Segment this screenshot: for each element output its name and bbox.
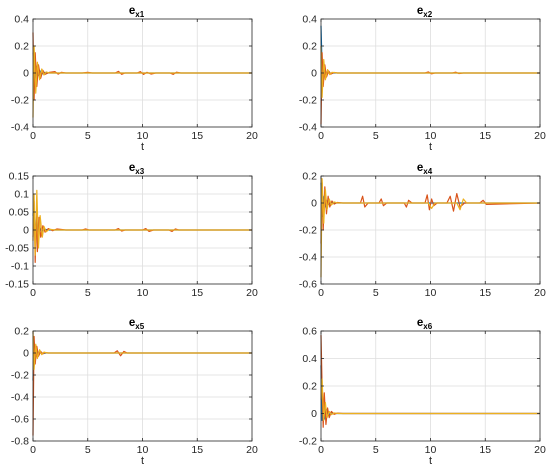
- subplot-2: 0 5 10 15 20 -0.4 -0.2 0 0.2 0.4 t ex2: [299, 5, 546, 153]
- title-subscript: x4: [423, 167, 432, 176]
- title-subscript: x5: [135, 322, 144, 331]
- subplot-3: 0 5 10 15 20 -0.15 -0.1 -0.05 0 0.05 0.1 0.15 ex3: [5, 162, 258, 299]
- subplot-title: ex3: [129, 162, 145, 176]
- y-tick-label: -0.2: [11, 95, 29, 107]
- y-tick-label: -0.6: [11, 414, 29, 426]
- y-tick-label: 0: [311, 68, 317, 80]
- y-tick-label: 0.2: [302, 41, 317, 53]
- y-tick-label: -0.4: [11, 392, 29, 404]
- y-tick-label: -0.15: [5, 279, 29, 291]
- y-tick-label: -0.2: [299, 95, 317, 107]
- y-tick-label: 0.2: [302, 381, 317, 393]
- y-tick-label: -0.2: [299, 225, 317, 237]
- x-tick-label: 10: [425, 444, 437, 456]
- subplot-4: 0 5 10 15 20 -0.6 -0.4 -0.2 0 0.2 ex4: [299, 162, 546, 299]
- subplot-title: ex2: [417, 5, 433, 19]
- x-axis-label: t: [429, 141, 432, 153]
- x-tick-label: 20: [246, 444, 258, 456]
- series-line-3: [320, 45, 540, 98]
- y-tick-label: -0.2: [299, 436, 317, 448]
- subplot-title: ex5: [129, 317, 145, 331]
- x-tick-label: 5: [373, 444, 379, 456]
- y-tick-label: -0.1: [11, 261, 29, 273]
- x-tick-label: 20: [246, 130, 258, 142]
- x-tick-label: 5: [85, 444, 91, 456]
- subplot-title: ex1: [129, 5, 145, 19]
- subplot-5: 0 5 10 15 20 -0.8 -0.6 -0.4 -0.2 0 0.2 t ex5: [11, 317, 258, 467]
- x-axis-label: t: [429, 455, 432, 467]
- y-tick-label: -0.4: [299, 122, 317, 134]
- y-tick-label: 0.2: [302, 171, 317, 183]
- x-tick-label: 10: [425, 287, 437, 299]
- x-tick-label: 0: [30, 287, 36, 299]
- y-tick-label: 0.15: [9, 171, 30, 183]
- y-tick-label: 0.2: [14, 41, 29, 53]
- title-main: e: [417, 162, 423, 174]
- title-main: e: [417, 5, 423, 17]
- x-tick-label: 0: [30, 130, 36, 142]
- x-tick-label: 15: [479, 444, 491, 456]
- title-subscript: x3: [135, 167, 144, 176]
- y-tick-label: 0: [311, 198, 317, 210]
- x-tick-label: 10: [137, 287, 149, 299]
- x-tick-label: 15: [191, 287, 203, 299]
- x-tick-label: 5: [373, 287, 379, 299]
- x-tick-label: 20: [534, 287, 546, 299]
- x-tick-label: 5: [85, 130, 91, 142]
- title-main: e: [129, 317, 135, 329]
- x-tick-label: 5: [85, 287, 91, 299]
- x-axis-label: t: [141, 455, 144, 467]
- x-tick-label: 0: [318, 444, 324, 456]
- y-tick-label: 0: [311, 408, 317, 420]
- y-tick-label: -0.4: [11, 122, 29, 134]
- subplot-title: ex4: [417, 162, 433, 176]
- x-tick-label: 10: [137, 444, 149, 456]
- title-subscript: x6: [423, 322, 432, 331]
- series-line-3: [32, 45, 252, 118]
- y-tick-label: 0: [23, 225, 29, 237]
- y-tick-label: 0.4: [302, 14, 317, 26]
- title-main: e: [129, 5, 135, 17]
- x-tick-label: 10: [425, 130, 437, 142]
- subplot-1: 0 5 10 15 20 -0.4 -0.2 0 0.2 0.4 t ex1: [11, 5, 258, 153]
- x-axis-label: t: [141, 141, 144, 153]
- y-tick-label: 0: [23, 348, 29, 360]
- x-tick-label: 15: [191, 130, 203, 142]
- y-tick-label: -0.8: [11, 436, 29, 448]
- x-tick-label: 10: [137, 130, 149, 142]
- x-tick-label: 0: [30, 444, 36, 456]
- y-tick-label: 0.2: [14, 326, 29, 338]
- y-tick-label: 0.4: [302, 353, 317, 365]
- series-line-3: [320, 178, 540, 278]
- x-tick-label: 0: [318, 130, 324, 142]
- y-tick-label: 0.05: [9, 207, 30, 219]
- title-main: e: [417, 317, 423, 329]
- series-line-3: [32, 189, 252, 256]
- x-tick-label: 0: [318, 287, 324, 299]
- y-tick-label: -0.2: [11, 370, 29, 382]
- y-tick-label: -0.6: [299, 279, 317, 291]
- x-tick-label: 20: [534, 130, 546, 142]
- series-line-3: [32, 330, 252, 371]
- subplot-title: ex6: [417, 317, 433, 331]
- title-main: e: [129, 162, 135, 174]
- y-tick-label: -0.4: [299, 252, 317, 264]
- y-tick-label: 0: [23, 68, 29, 80]
- x-tick-label: 20: [246, 287, 258, 299]
- title-subscript: x1: [135, 10, 144, 19]
- y-tick-label: -0.05: [5, 243, 29, 255]
- x-tick-label: 15: [479, 130, 491, 142]
- x-tick-label: 15: [191, 444, 203, 456]
- x-tick-label: 15: [479, 287, 491, 299]
- y-tick-label: 0.6: [302, 326, 317, 338]
- y-tick-label: 0.4: [14, 14, 29, 26]
- title-subscript: x2: [423, 10, 432, 19]
- series-line-3: [320, 378, 540, 421]
- y-tick-label: 0.1: [14, 189, 29, 201]
- x-tick-label: 20: [534, 444, 546, 456]
- x-tick-label: 5: [373, 130, 379, 142]
